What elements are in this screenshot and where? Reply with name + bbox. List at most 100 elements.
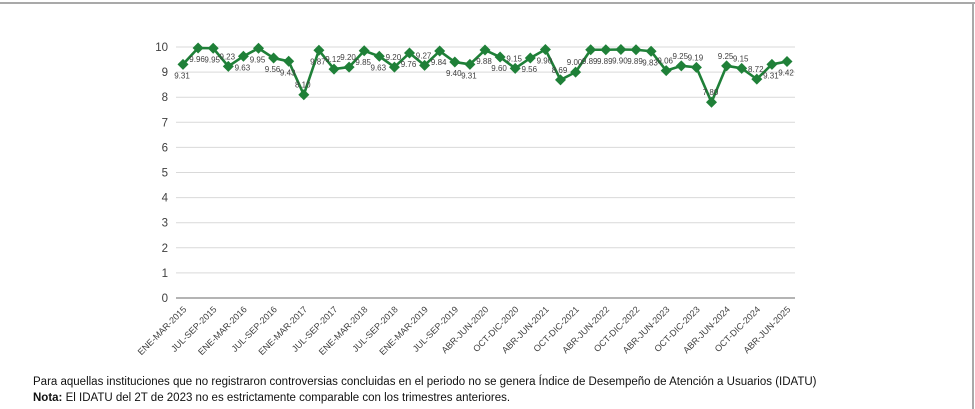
y-tick-label: 9	[162, 67, 168, 79]
data-point-label: 9.25	[718, 52, 734, 61]
data-point-label: 9.95	[204, 55, 220, 64]
data-point-marker	[585, 44, 597, 56]
data-point-label: 9.89	[582, 57, 598, 66]
data-point-label: 9.84	[431, 58, 447, 67]
footnotes: Para aquellas instituciones que no regis…	[33, 374, 933, 406]
data-point-label: 9.95	[250, 55, 266, 64]
data-point-marker	[177, 58, 189, 70]
data-point-marker	[706, 96, 717, 108]
data-point-label: 9.88	[476, 57, 492, 66]
data-point-marker	[358, 45, 370, 57]
y-tick-label: 5	[162, 168, 168, 180]
data-point-label: 8.10	[295, 81, 311, 90]
data-point-label: 9.89	[597, 57, 613, 66]
data-point-label: 9.56	[522, 65, 538, 74]
data-point-marker	[222, 60, 234, 72]
data-point-label: 9.25	[673, 52, 689, 61]
nota-label: Nota:	[33, 392, 63, 404]
data-point-marker	[509, 62, 521, 74]
data-point-label: 9.83	[642, 58, 658, 67]
data-point-label: 9.90	[537, 57, 553, 66]
data-point-label: 9.96	[189, 55, 205, 64]
data-point-label: 9.56	[265, 65, 281, 74]
nota-text: El IDATU del 2T de 2023 no es estrictame…	[62, 392, 511, 404]
y-tick-label: 6	[162, 142, 168, 154]
data-point-label: 9.90	[612, 57, 628, 66]
data-point-marker	[404, 47, 415, 59]
data-point-marker	[283, 55, 295, 67]
data-point-label: 9.40	[446, 69, 462, 78]
data-point-label: 9.31	[174, 71, 190, 80]
data-point-label: 9.20	[340, 53, 356, 62]
y-tick-label: 7	[162, 117, 168, 129]
data-point-label: 9.06	[657, 57, 673, 66]
data-point-marker	[268, 52, 280, 64]
data-point-label: 9.23	[220, 52, 236, 61]
data-point-marker	[343, 61, 355, 73]
idatu-chart: 0 1 2 3 4 5 6 7 8 9 10 ENE-MAR-2015 JUL-SEP-2015 ENE-…	[136, 42, 795, 357]
data-point-marker	[479, 44, 491, 56]
data-point-marker	[721, 60, 733, 72]
data-point-label: 9.42	[778, 69, 794, 78]
data-point-label: 9.63	[235, 63, 251, 72]
footnote-nota: Nota: El IDATU del 2T de 2023 no es estr…	[33, 390, 933, 406]
data-point-marker	[766, 58, 778, 70]
data-point-label: 9.15	[506, 54, 522, 63]
data-point-marker	[298, 89, 310, 101]
cell-border-top	[0, 2, 975, 4]
data-point-marker	[781, 56, 793, 68]
data-point-marker	[494, 51, 506, 63]
data-point-marker	[449, 56, 461, 68]
y-tick-label: 10	[155, 42, 168, 54]
idatu-line-chart: 012345678910ENE-MAR-2015JUL-SEP-2015ENE-…	[136, 42, 795, 357]
data-point-marker	[192, 42, 204, 54]
data-point-marker	[388, 61, 400, 73]
data-point-marker	[524, 52, 536, 64]
data-point-marker	[207, 42, 219, 54]
data-point-label: 9.89	[627, 57, 643, 66]
data-point-label: 9.31	[461, 71, 477, 80]
footnote-idatu: Para aquellas instituciones que no regis…	[33, 376, 817, 388]
data-point-label: 9.63	[371, 63, 387, 72]
y-tick-label: 0	[162, 293, 168, 305]
data-point-marker	[373, 50, 385, 62]
data-point-label: 9.85	[355, 58, 371, 67]
data-point-marker	[313, 44, 325, 56]
data-point-label: 8.69	[552, 66, 568, 75]
data-point-label: 9.60	[491, 64, 507, 73]
data-point-label: 9.27	[416, 51, 432, 60]
data-point-marker	[751, 73, 763, 85]
data-point-marker	[434, 45, 446, 57]
y-tick-label: 4	[162, 193, 169, 205]
data-point-label: 9.31	[763, 71, 779, 80]
data-point-marker	[570, 66, 582, 78]
data-point-marker	[555, 74, 566, 86]
data-point-marker	[615, 44, 627, 56]
data-point-label: 9.00	[567, 58, 583, 67]
y-tick-label: 3	[162, 218, 168, 230]
data-point-marker	[690, 61, 702, 73]
data-point-label: 9.20	[386, 53, 402, 62]
data-point-marker	[630, 44, 642, 56]
data-point-label: 9.15	[733, 54, 749, 63]
data-point-marker	[645, 45, 657, 57]
data-point-marker	[237, 50, 249, 62]
data-point-label: 8.72	[748, 65, 764, 74]
data-point-label: 9.76	[401, 60, 417, 69]
y-tick-label: 2	[162, 243, 168, 255]
y-tick-label: 1	[162, 268, 168, 280]
data-point-label: 9.19	[688, 53, 704, 62]
y-tick-label: 8	[162, 92, 168, 104]
data-point-marker	[539, 44, 551, 56]
data-point-label: 7.80	[703, 88, 719, 97]
data-point-marker	[675, 60, 687, 72]
data-point-marker	[419, 59, 431, 71]
data-point-marker	[660, 65, 672, 77]
data-point-marker	[253, 42, 264, 54]
data-point-label: 9.87	[310, 57, 326, 66]
data-point-marker	[600, 44, 612, 56]
data-point-label: 9.12	[325, 55, 341, 64]
data-point-marker	[736, 62, 748, 74]
data-point-marker	[464, 58, 476, 70]
